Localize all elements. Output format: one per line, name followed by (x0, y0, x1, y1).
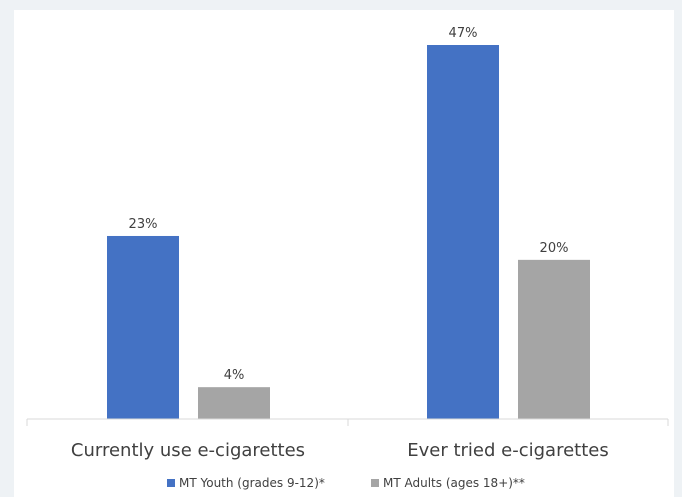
legend: MT Youth (grades 9-12)* MT Adults (ages 1… (167, 476, 525, 490)
bar-youth-current (107, 235, 179, 419)
category-label-ever: Ever tried e-cigarettes (407, 440, 608, 461)
page-margin-right (674, 0, 682, 497)
bars-layer (107, 45, 590, 419)
legend-label-youth: MT Youth (grades 9-12)* (179, 476, 325, 490)
legend-swatch-youth (167, 479, 175, 487)
data-label-adults-current: 4% (224, 368, 245, 383)
page-margin-left (0, 0, 14, 497)
data-label-youth-ever: 47% (449, 26, 478, 41)
bar-adults-current (198, 387, 270, 419)
page-margin-top (0, 0, 682, 10)
legend-label-adults: MT Adults (ages 18+)** (383, 476, 525, 490)
x-axis-ticks (26, 419, 669, 426)
legend-swatch-adults (371, 479, 379, 487)
category-label-current: Currently use e-cigarettes (71, 440, 305, 461)
bar-youth-ever (427, 45, 499, 419)
data-labels-layer: 23% 47% 4% 20% (129, 26, 569, 383)
data-label-adults-ever: 20% (540, 241, 569, 256)
data-label-youth-current: 23% (129, 217, 158, 232)
category-labels-layer: Currently use e-cigarettes Ever tried e-c… (71, 440, 609, 461)
bar-adults-ever (518, 259, 590, 419)
